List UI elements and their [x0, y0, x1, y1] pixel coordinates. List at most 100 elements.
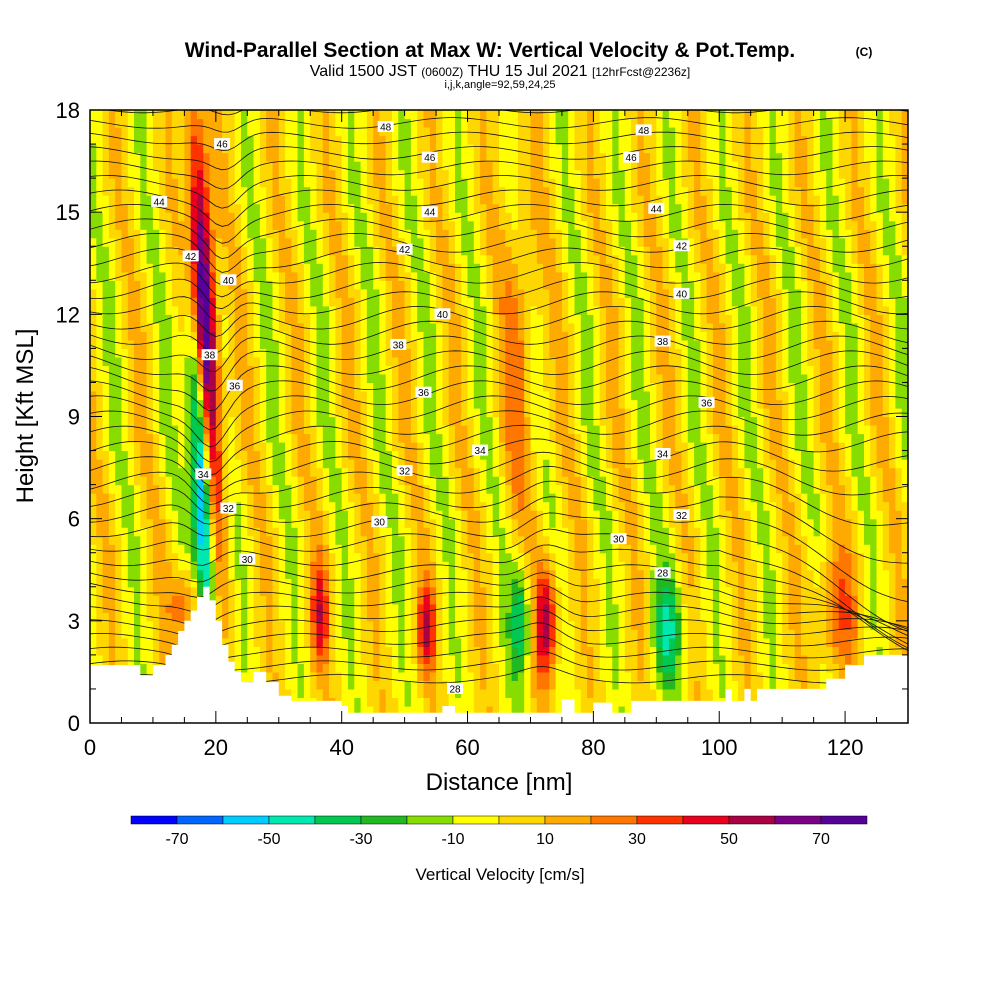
velocity-cell: [492, 654, 500, 664]
velocity-cell: [291, 578, 299, 588]
velocity-cell: [127, 510, 135, 520]
velocity-cell: [492, 442, 500, 452]
velocity-cell: [159, 561, 167, 571]
velocity-cell: [398, 688, 406, 698]
velocity-cell: [108, 646, 116, 656]
velocity-cell: [247, 288, 255, 298]
velocity-cell: [121, 246, 129, 256]
velocity-cell: [417, 671, 425, 681]
velocity-cell: [499, 331, 506, 341]
velocity-cell: [184, 203, 192, 213]
velocity-cell: [322, 229, 330, 239]
velocity-cell: [90, 288, 97, 298]
velocity-cell: [115, 314, 123, 324]
velocity-cell: [455, 544, 462, 554]
velocity-cell: [322, 620, 330, 630]
velocity-cell: [134, 237, 141, 247]
velocity-cell: [171, 356, 179, 366]
velocity-cell: [146, 322, 154, 332]
velocity-cell: [480, 110, 487, 120]
velocity-cell: [184, 578, 192, 588]
velocity-cell: [455, 229, 462, 239]
velocity-cell: [436, 603, 443, 613]
velocity-cell: [348, 518, 355, 528]
velocity-cell: [241, 663, 248, 673]
velocity-cell: [385, 629, 393, 639]
velocity-cell: [197, 399, 204, 409]
velocity-cell: [228, 578, 236, 588]
velocity-cell: [492, 331, 500, 341]
velocity-cell: [159, 110, 167, 120]
velocity-cell: [115, 637, 123, 647]
velocity-cell: [316, 688, 324, 698]
velocity-cell: [178, 186, 185, 196]
velocity-cell: [373, 110, 381, 120]
velocity-cell: [159, 484, 167, 494]
velocity-cell: [448, 697, 456, 707]
velocity-cell: [209, 331, 217, 341]
velocity-cell: [303, 527, 311, 537]
velocity-cell: [499, 612, 506, 622]
velocity-cell: [417, 527, 425, 537]
velocity-cell: [171, 510, 179, 520]
velocity-cell: [385, 271, 393, 281]
velocity-cell: [190, 203, 198, 213]
velocity-cell: [297, 297, 305, 307]
velocity-cell: [285, 620, 292, 630]
velocity-cell: [366, 220, 374, 230]
velocity-cell: [354, 348, 362, 358]
velocity-cell: [266, 671, 274, 681]
velocity-cell: [190, 603, 198, 613]
velocity-cell: [278, 322, 286, 332]
velocity-cell: [228, 569, 236, 579]
velocity-cell: [492, 152, 500, 162]
velocity-cell: [417, 680, 425, 690]
velocity-cell: [480, 569, 487, 579]
velocity-cell: [253, 484, 261, 494]
velocity-cell: [241, 637, 248, 647]
velocity-cell: [499, 271, 506, 281]
velocity-cell: [442, 356, 450, 366]
velocity-cell: [429, 688, 437, 698]
velocity-cell: [102, 450, 110, 460]
velocity-cell: [140, 450, 148, 460]
velocity-cell: [360, 569, 368, 579]
velocity-cell: [486, 484, 494, 494]
velocity-cell: [329, 365, 336, 375]
velocity-cell: [247, 220, 255, 230]
velocity-cell: [178, 305, 185, 315]
velocity-cell: [348, 356, 355, 366]
velocity-cell: [455, 646, 462, 656]
velocity-cell: [184, 399, 192, 409]
velocity-cell: [259, 637, 267, 647]
velocity-cell: [373, 152, 381, 162]
velocity-cell: [486, 595, 494, 605]
velocity-cell: [152, 322, 160, 332]
velocity-cell: [398, 356, 406, 366]
velocity-cell: [297, 373, 305, 383]
velocity-cell: [146, 578, 154, 588]
velocity-cell: [410, 110, 418, 120]
velocity-cell: [505, 467, 513, 477]
velocity-cell: [448, 391, 456, 401]
velocity-cell: [127, 271, 135, 281]
velocity-cell: [146, 459, 154, 469]
velocity-cell: [341, 203, 349, 213]
velocity-cell: [329, 322, 336, 332]
velocity-cell: [429, 169, 437, 179]
velocity-cell: [165, 331, 173, 341]
velocity-cell: [121, 314, 129, 324]
velocity-cell: [266, 237, 274, 247]
velocity-cell: [341, 331, 349, 341]
velocity-cell: [436, 195, 443, 205]
velocity-cell: [499, 229, 506, 239]
velocity-cell: [448, 637, 456, 647]
velocity-cell: [197, 442, 204, 452]
velocity-cell: [486, 706, 494, 716]
velocity-cell: [461, 161, 469, 171]
velocity-cell: [184, 459, 192, 469]
velocity-cell: [134, 442, 141, 452]
velocity-cell: [90, 169, 97, 179]
velocity-cell: [222, 416, 229, 426]
velocity-cell: [404, 484, 412, 494]
